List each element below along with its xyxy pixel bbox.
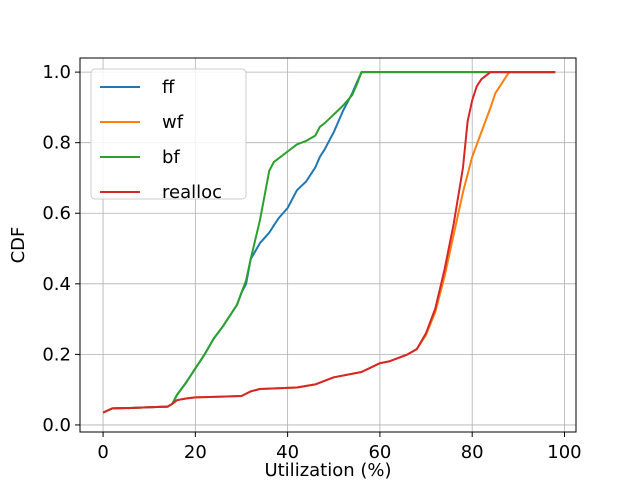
x-tick-label: 20 bbox=[184, 442, 207, 463]
series-line-realloc bbox=[102, 71, 556, 414]
legend-box bbox=[90, 68, 247, 200]
series-lines bbox=[102, 71, 556, 414]
x-tick-label: 60 bbox=[368, 442, 391, 463]
legend: ff wf bf realloc bbox=[90, 68, 247, 203]
legend-label: bf bbox=[162, 147, 180, 168]
legend-label: realloc bbox=[162, 182, 222, 203]
y-tick-label: 1.0 bbox=[42, 62, 71, 83]
x-tick-label: 40 bbox=[276, 442, 299, 463]
y-tick-label: 0.2 bbox=[42, 344, 71, 365]
y-tick-label: 0.0 bbox=[42, 415, 71, 436]
legend-label: ff bbox=[162, 77, 175, 98]
x-axis-label: Utilization (%) bbox=[264, 460, 391, 480]
plot-frame bbox=[79, 57, 577, 433]
axis-ticks: 0 20 40 60 80 100 0.0 0.2 0.4 0.6 0.8 1.0 bbox=[42, 62, 581, 463]
x-tick-label: 100 bbox=[547, 442, 581, 463]
y-tick-label: 0.6 bbox=[42, 203, 71, 224]
x-tick-label: 80 bbox=[461, 442, 484, 463]
y-axis-label: CDF bbox=[8, 227, 29, 264]
y-tick-label: 0.8 bbox=[42, 133, 71, 154]
y-tick-label: 0.4 bbox=[42, 274, 71, 295]
series-line-bf bbox=[102, 71, 556, 414]
legend-label: wf bbox=[162, 112, 184, 133]
x-tick-label: 0 bbox=[97, 442, 108, 463]
